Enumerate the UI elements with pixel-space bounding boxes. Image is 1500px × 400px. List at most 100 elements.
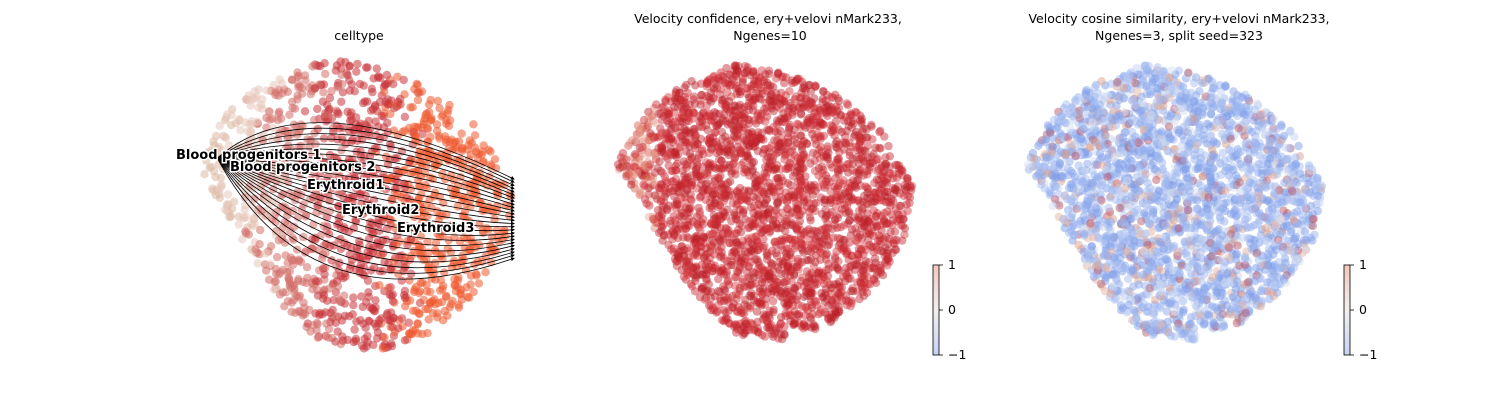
cell-point (635, 123, 644, 132)
cell-point (832, 158, 841, 168)
cell-point (670, 117, 680, 126)
cell-point (411, 282, 421, 292)
cell-point (763, 323, 772, 332)
cell-point (773, 136, 782, 145)
cell-point (754, 200, 764, 209)
cell-point (418, 248, 427, 258)
cell-point (337, 316, 347, 325)
cell-point (275, 107, 284, 116)
cell-point (837, 283, 847, 292)
cell-point (821, 214, 830, 223)
cell-point (672, 197, 682, 206)
cell-point (301, 76, 310, 85)
cell-point (394, 324, 403, 333)
cell-point (747, 129, 756, 138)
cell-point (776, 181, 785, 190)
cell-point (682, 163, 691, 173)
cell-point (336, 223, 346, 233)
colorbar-confidence-gradient (932, 264, 940, 356)
cell-point (706, 218, 716, 228)
cell-point (374, 72, 383, 81)
cell-point (684, 257, 694, 267)
streamline (217, 157, 515, 216)
cell-point (725, 140, 735, 149)
cell-point (856, 230, 865, 240)
cell-point (663, 154, 672, 163)
streamline (216, 127, 515, 183)
cell-point (320, 59, 329, 68)
cell-point (828, 163, 837, 172)
cell-point (400, 183, 410, 192)
cell-point (433, 309, 442, 318)
cell-point (794, 265, 803, 274)
cell-point (744, 119, 753, 129)
cell-point (440, 268, 449, 277)
cell-point (824, 264, 833, 274)
streamline (217, 157, 515, 232)
cell-point (743, 302, 752, 311)
cell-point (223, 190, 233, 199)
cell-point (773, 199, 782, 208)
cell-point (873, 209, 882, 218)
cell-point (454, 303, 464, 312)
cell-point (826, 126, 836, 135)
cell-point (635, 154, 644, 163)
cell-point (251, 245, 260, 254)
cell-point (301, 210, 311, 220)
panel-celltype: celltype Blood progenitors 1 Blood proge… (175, 28, 516, 353)
cell-point (880, 132, 889, 141)
panel-title-confidence-line2: Ngenes=10 (733, 28, 807, 43)
cell-point (810, 180, 819, 190)
cell-point (254, 103, 263, 112)
cell-point (712, 137, 721, 147)
cell-point (782, 204, 792, 213)
cell-point (338, 123, 348, 133)
cell-point (405, 329, 414, 338)
cell-point (896, 166, 905, 175)
cell-point (447, 171, 456, 180)
cell-point (419, 295, 428, 305)
cell-point (825, 178, 834, 187)
cell-point (754, 80, 763, 89)
cell-point (324, 333, 333, 342)
cell-point (440, 306, 449, 316)
cell-point (778, 293, 787, 302)
cell-point (808, 148, 818, 158)
cell-point (696, 237, 706, 246)
cell-point (735, 183, 745, 193)
cell-point (698, 186, 707, 195)
cell-point (851, 142, 861, 152)
cell-point (294, 71, 303, 81)
cell-point (472, 271, 481, 280)
cell-point (831, 193, 841, 202)
cell-point (642, 173, 651, 182)
cell-point (343, 107, 352, 117)
cell-point (695, 111, 704, 121)
cell-point (739, 205, 748, 215)
cell-point (860, 214, 869, 223)
cell-point (683, 244, 692, 253)
cell-point (654, 183, 664, 193)
cell-point (394, 168, 403, 178)
cell-point (783, 260, 793, 269)
cell-point (807, 100, 816, 109)
cell-point (796, 238, 805, 248)
cell-point (685, 268, 694, 277)
cell-point (834, 103, 844, 113)
cell-point (872, 271, 881, 280)
cell-point (847, 123, 856, 132)
cell-point (721, 212, 731, 221)
cell-point (854, 168, 863, 177)
cell-point (746, 274, 755, 283)
cell-point (655, 131, 664, 140)
cell-point (308, 285, 317, 294)
cell-point (853, 176, 863, 185)
cell-point (418, 129, 427, 139)
cell-point (747, 127, 756, 137)
cell-point (790, 106, 799, 115)
cell-point (405, 276, 414, 285)
cell-point (816, 248, 825, 257)
cell-point (903, 206, 912, 216)
cell-point (284, 141, 293, 150)
cell-point (721, 191, 730, 200)
